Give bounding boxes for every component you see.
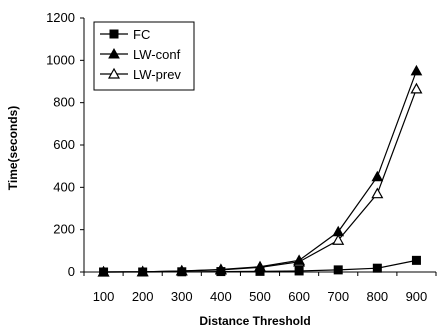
legend-label: LW-prev xyxy=(133,67,181,82)
legend-label: FC xyxy=(133,27,150,42)
legend-items: FC LW-conf LW-prev xyxy=(100,27,181,82)
x-tick-label: 800 xyxy=(366,289,388,304)
y-ticks: 0 200 400 600 800 1000 1200 xyxy=(46,10,84,279)
marker-filled-triangle xyxy=(371,170,384,182)
legend: FC LW-conf LW-prev xyxy=(93,21,195,91)
x-axis-title: Distance Threshold xyxy=(199,314,310,328)
legend-item: FC xyxy=(100,27,150,42)
y-tick-label: 0 xyxy=(68,264,75,279)
marker-filled-triangle xyxy=(108,47,120,59)
marker-square xyxy=(99,267,109,277)
marker-filled-triangle xyxy=(410,64,423,76)
marker-square xyxy=(109,29,119,39)
series-fc xyxy=(99,255,421,277)
y-tick-label: 1200 xyxy=(46,10,75,25)
marker-square xyxy=(177,267,187,277)
y-tick-label: 200 xyxy=(53,222,75,237)
x-tick-label: 300 xyxy=(171,289,193,304)
marker-square xyxy=(138,267,148,277)
x-tick-label: 200 xyxy=(132,289,154,304)
series-line xyxy=(103,88,418,273)
marker-open-triangle xyxy=(371,187,384,199)
series-layer xyxy=(97,64,423,277)
x-tick-label: 700 xyxy=(327,289,349,304)
plot-area: 0 200 400 600 800 1000 1200 100 200 300 400 500 600… xyxy=(46,10,437,304)
marker-open-triangle xyxy=(332,234,345,245)
marker-square xyxy=(294,266,304,276)
x-tick-label: 400 xyxy=(210,289,232,304)
x-tick-label: 600 xyxy=(288,289,310,304)
marker-filled-triangle xyxy=(332,225,345,237)
marker-square xyxy=(411,255,421,265)
marker-filled-triangle xyxy=(293,254,305,265)
legend-item: LW-conf xyxy=(100,47,181,62)
x-tick-label: 100 xyxy=(93,289,115,304)
y-axis-title: Time(seconds) xyxy=(6,106,20,190)
y-tick-label: 400 xyxy=(53,179,75,194)
marker-square xyxy=(255,266,265,276)
marker-square xyxy=(372,263,382,273)
marker-square xyxy=(216,267,226,277)
marker-open-triangle xyxy=(107,67,121,79)
legend-label: LW-conf xyxy=(133,47,181,62)
series-lw-conf xyxy=(97,64,423,277)
legend-item: LW-prev xyxy=(100,67,181,82)
y-tick-label: 1000 xyxy=(46,52,75,67)
x-tick-label: 500 xyxy=(249,289,271,304)
y-tick-label: 600 xyxy=(53,137,75,152)
marker-square xyxy=(333,265,343,275)
x-ticks: 100 200 300 400 500 600 700 800 900 xyxy=(83,272,437,304)
marker-open-triangle xyxy=(410,82,423,94)
x-tick-label: 900 xyxy=(406,289,428,304)
series-line xyxy=(103,70,418,273)
y-tick-label: 800 xyxy=(53,95,75,110)
